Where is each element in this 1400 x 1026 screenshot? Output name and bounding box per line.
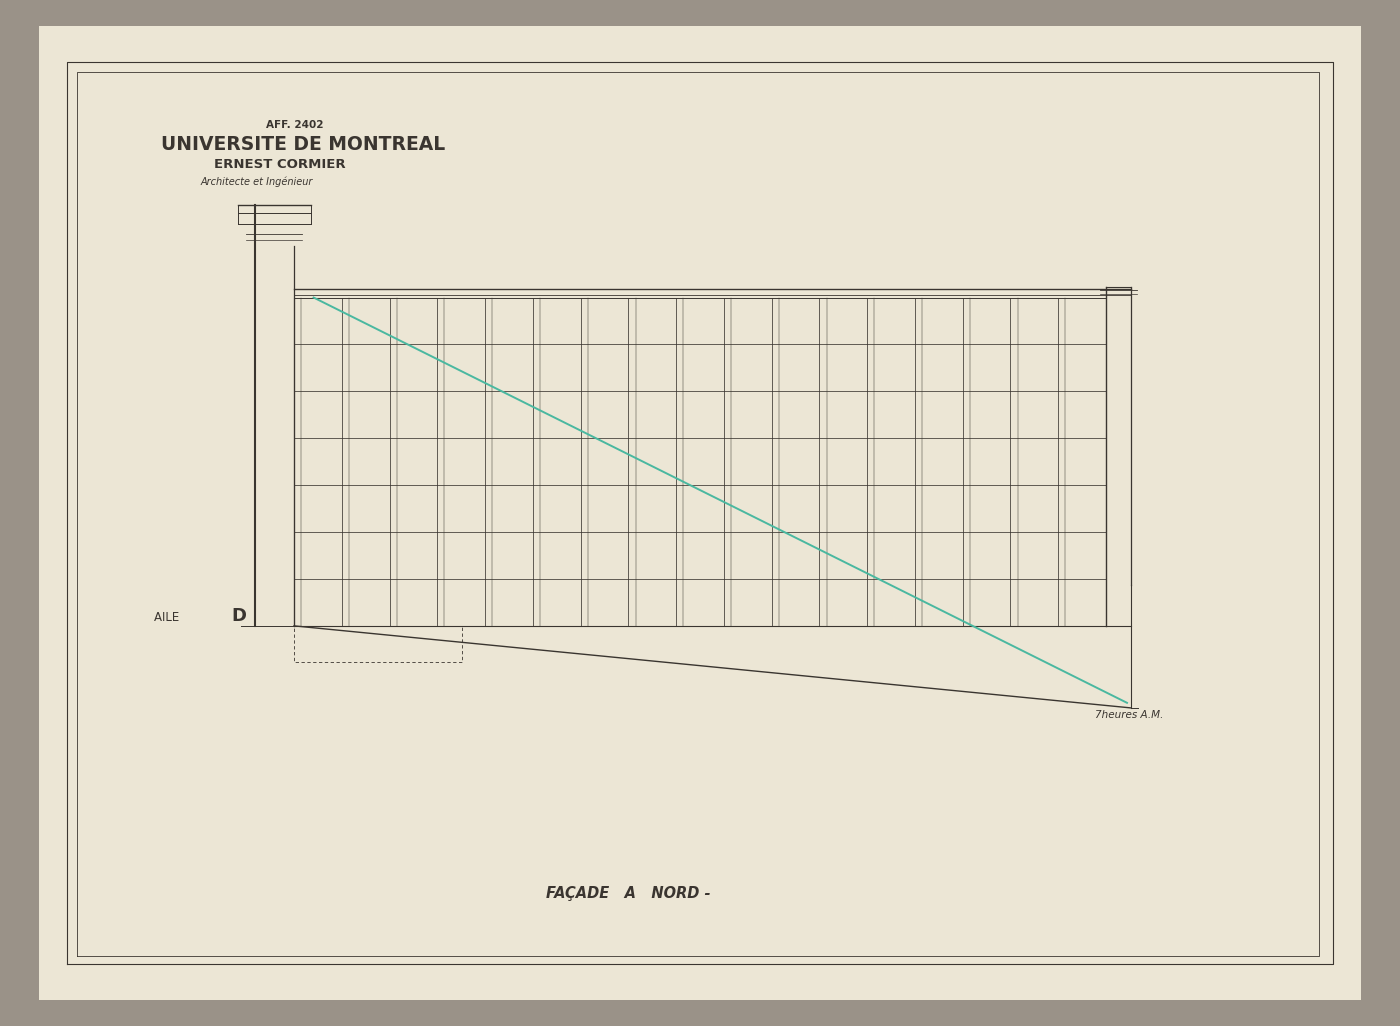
Text: 7heures A.M.: 7heures A.M. (1095, 710, 1163, 720)
Text: Architecte et Ingénieur: Architecte et Ingénieur (200, 176, 312, 187)
Text: AILE: AILE (154, 610, 186, 624)
Text: ERNEST CORMIER: ERNEST CORMIER (214, 158, 346, 171)
Text: UNIVERSITE DE MONTREAL: UNIVERSITE DE MONTREAL (161, 134, 445, 154)
Text: AFF. 2402: AFF. 2402 (266, 120, 323, 130)
Text: FAÇADE   A   NORD -: FAÇADE A NORD - (546, 885, 711, 901)
FancyBboxPatch shape (39, 26, 1361, 1000)
Text: D: D (231, 606, 246, 625)
